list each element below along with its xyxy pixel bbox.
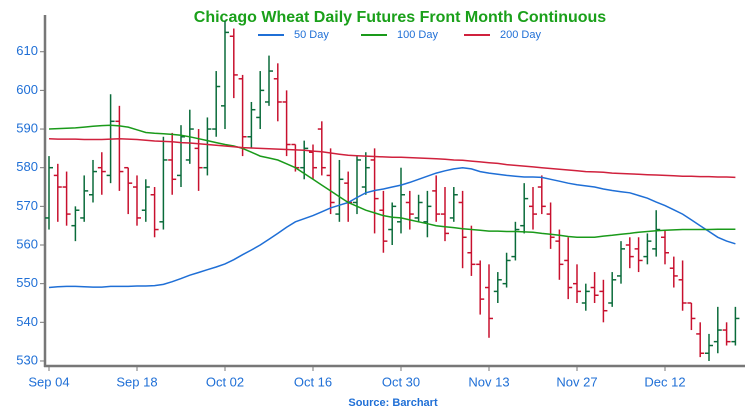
x-tick-label: Sep 04: [28, 374, 69, 389]
source: Source: Barchart: [348, 397, 438, 409]
chart-title: Chicago Wheat Daily Futures Front Month …: [194, 9, 607, 26]
legend-label: 200 Day: [500, 29, 541, 41]
legend-label: 50 Day: [294, 29, 329, 41]
y-tick-label: 560: [16, 236, 38, 251]
y-tick-label: 530: [16, 352, 38, 367]
x-tick-label: Oct 30: [382, 374, 420, 389]
y-tick-label: 550: [16, 275, 38, 290]
y-tick-label: 570: [16, 198, 38, 213]
y-tick-label: 600: [16, 82, 38, 97]
moving-average-line: [48, 124, 736, 239]
y-tick-label: 610: [16, 43, 38, 58]
moving-average-line: [48, 166, 736, 289]
x-tick-label: Oct 16: [294, 374, 332, 389]
x-tick-label: Dec 12: [644, 374, 685, 389]
x-tick-label: Sep 18: [116, 374, 157, 389]
y-tick-label: 590: [16, 120, 38, 135]
legend-label: 100 Day: [397, 29, 438, 41]
y-tick-label: 540: [16, 314, 38, 329]
moving-average-line: [48, 137, 736, 179]
x-tick-label: Nov 27: [556, 374, 597, 389]
x-tick-label: Nov 13: [468, 374, 509, 389]
y-tick-label: 580: [16, 159, 38, 174]
x-tick-label: Oct 02: [206, 374, 244, 389]
